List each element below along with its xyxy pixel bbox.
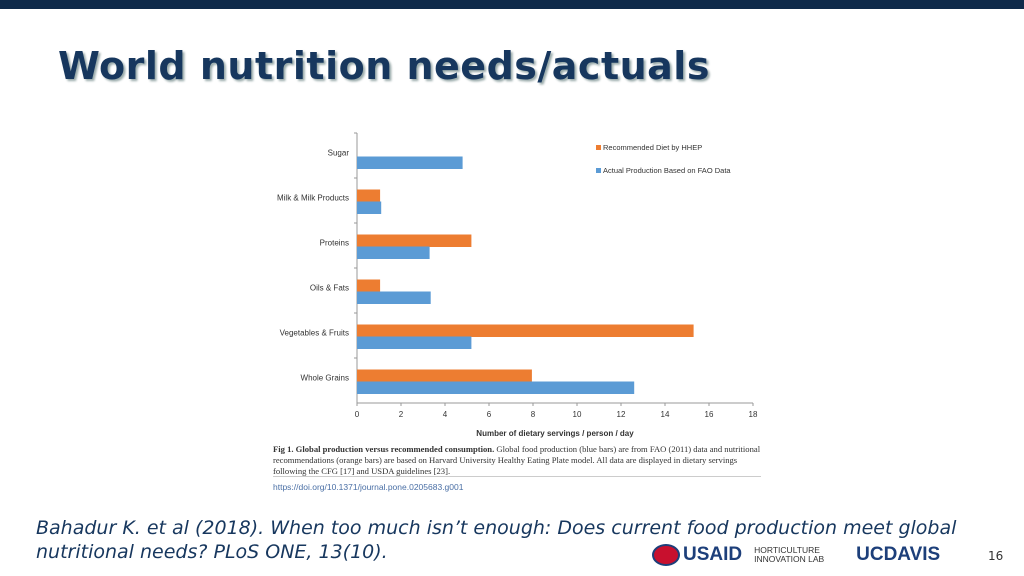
x-tick-label: 2 <box>399 410 404 419</box>
bar-recommended <box>357 369 532 382</box>
slide-title: World nutrition needs/actuals <box>58 44 710 88</box>
bar-recommended <box>357 324 694 337</box>
legend-label: Recommended Diet by HHEP <box>603 143 702 152</box>
bar-actual <box>357 381 635 394</box>
bar-recommended <box>357 189 381 202</box>
x-tick-label: 8 <box>531 410 536 419</box>
bar-recommended <box>357 279 381 292</box>
ucdavis-logo: UCDAVIS <box>856 544 941 565</box>
x-tick-label: 0 <box>355 410 360 419</box>
category-label: Oils & Fats <box>310 284 349 293</box>
x-tick-label: 10 <box>573 410 582 419</box>
category-label: Sugar <box>328 149 350 158</box>
figure-caption: Fig 1. Global production versus recommen… <box>273 444 763 477</box>
bar-actual <box>357 156 463 169</box>
header-bar <box>0 0 1024 9</box>
doi-link[interactable]: https://doi.org/10.1371/journal.pone.020… <box>273 482 464 492</box>
legend-swatch <box>596 168 601 173</box>
horticulture-logo: HORTICULTURE INNOVATION LAB <box>754 545 825 564</box>
x-axis-label: Number of dietary servings / person / da… <box>476 429 634 438</box>
page-number: 16 <box>988 549 1004 563</box>
caption-bold: Fig 1. Global production versus recommen… <box>273 444 495 454</box>
category-label: Proteins <box>320 239 349 248</box>
bar-actual <box>357 291 431 304</box>
caption-text: Global food production (blue bars) are f… <box>273 444 761 476</box>
bar-actual <box>357 201 382 214</box>
logos: USAID HORTICULTURE INNOVATION LAB UCDAVI… <box>652 544 940 566</box>
legend-swatch <box>596 145 601 150</box>
x-tick-label: 14 <box>661 410 670 419</box>
bar-actual <box>357 246 430 259</box>
bar-actual <box>357 336 472 349</box>
category-label: Whole Grains <box>301 374 349 383</box>
bar-recommended <box>357 234 472 247</box>
x-tick-label: 12 <box>617 410 626 419</box>
citation: Bahadur K. et al (2018). When too much i… <box>36 517 957 563</box>
x-tick-label: 16 <box>705 410 714 419</box>
x-tick-label: 4 <box>443 410 448 419</box>
legend-label: Actual Production Based on FAO Data <box>603 166 731 175</box>
x-tick-label: 18 <box>749 410 758 419</box>
usaid-logo: USAID <box>652 544 742 566</box>
category-label: Milk & Milk Products <box>277 194 349 203</box>
usaid-seal-icon <box>652 544 680 566</box>
category-label: Vegetables & Fruits <box>280 329 349 338</box>
x-tick-label: 6 <box>487 410 492 419</box>
caption-divider <box>273 476 761 477</box>
